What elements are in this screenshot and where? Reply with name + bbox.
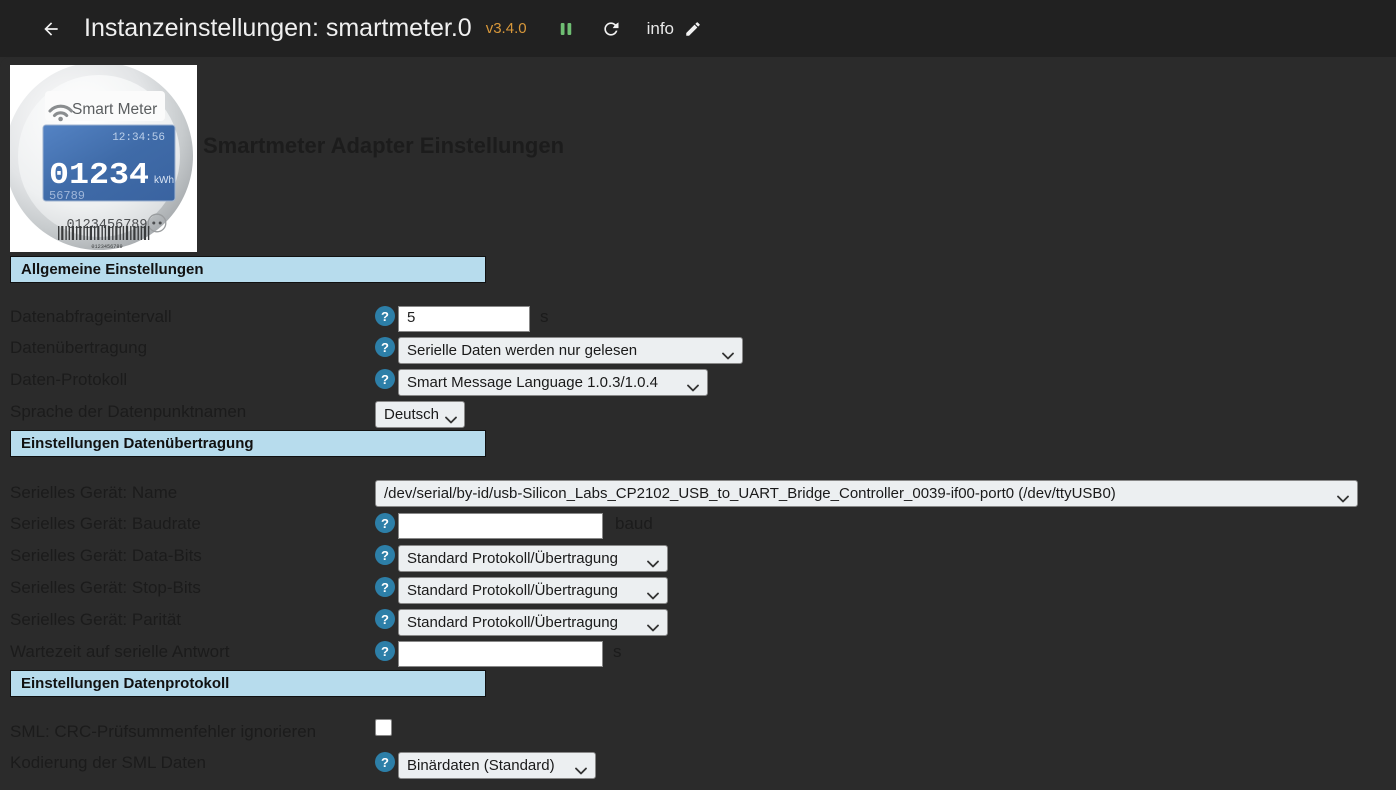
svg-text:56789: 56789 xyxy=(49,189,85,203)
svg-text:01234: 01234 xyxy=(49,158,149,193)
svg-text:12:34:56: 12:34:56 xyxy=(112,132,165,144)
svg-text:kWh: kWh xyxy=(154,175,174,186)
svg-text:Smart Meter: Smart Meter xyxy=(72,101,157,118)
svg-text:0123456789: 0123456789 xyxy=(91,244,122,250)
